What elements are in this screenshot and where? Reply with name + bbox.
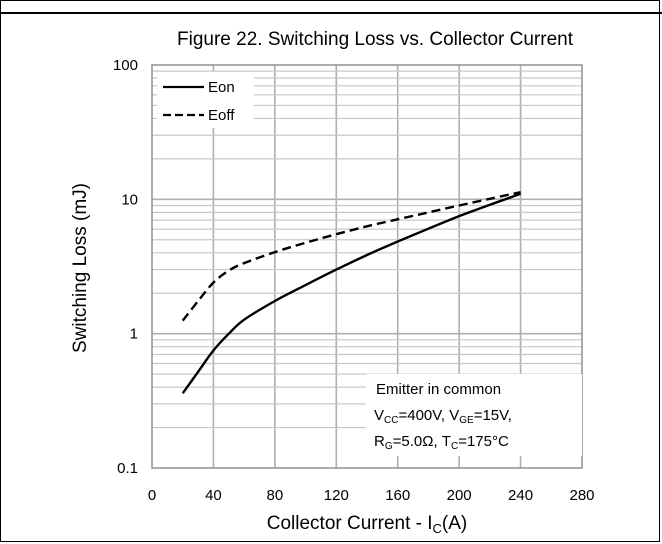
chart-title: Figure 22. Switching Loss vs. Collector … bbox=[177, 29, 574, 50]
top-border-rule bbox=[0, 12, 662, 14]
note-rg-subscript: G bbox=[385, 441, 393, 452]
series-line-eon bbox=[181, 192, 521, 395]
y-axis-label: Switching Loss (mJ) bbox=[70, 183, 91, 353]
legend-eon-label: Eon bbox=[208, 79, 235, 96]
y-tick-label: 0.1 bbox=[117, 460, 138, 477]
x-tick-label: 280 bbox=[569, 487, 594, 504]
x-tick-label: 80 bbox=[267, 487, 284, 504]
x-tick-label: 240 bbox=[508, 487, 533, 504]
x-tick-label: 120 bbox=[324, 487, 349, 504]
legend-box bbox=[157, 72, 254, 128]
plot-area-border bbox=[151, 64, 583, 469]
y-tick-label: 1 bbox=[130, 326, 138, 343]
x-axis-label-unit: (A) bbox=[442, 513, 467, 534]
legend: Eon Eoff bbox=[157, 72, 254, 128]
note-tc-subscript: C bbox=[451, 441, 458, 452]
x-tick-label: 0 bbox=[148, 487, 156, 504]
x-tick-labels: 0 40 80 120 160 200 240 280 bbox=[148, 487, 595, 504]
note-box bbox=[366, 374, 582, 456]
note-vge-subscript: GE bbox=[459, 415, 474, 426]
test-conditions-note: Emitter in common VCC=400V, VGE=15V, RG=… bbox=[366, 374, 582, 456]
note-vge-value: =15V, bbox=[474, 407, 512, 424]
y-tick-label: 100 bbox=[113, 57, 138, 74]
x-axis-label-subscript: C bbox=[433, 521, 442, 536]
y-tick-label: 10 bbox=[121, 191, 138, 208]
note-rg-symbol: R bbox=[374, 433, 385, 450]
x-tick-label: 160 bbox=[385, 487, 410, 504]
note-vcc-symbol: V bbox=[374, 407, 384, 424]
x-tick-label: 200 bbox=[447, 487, 472, 504]
note-tc-value: =175°C bbox=[458, 433, 509, 450]
x-tick-label: 40 bbox=[205, 487, 222, 504]
y-tick-labels: 0.1 1 10 100 bbox=[113, 57, 138, 477]
series-line-eoff bbox=[181, 191, 521, 322]
note-vcc-value: =400V, V bbox=[398, 407, 459, 424]
note-line-1: Emitter in common bbox=[376, 381, 501, 398]
note-line-2: VCC=400V, VGE=15V, bbox=[374, 407, 512, 426]
note-line-3: RG=5.0Ω, TC=175°C bbox=[374, 433, 509, 452]
legend-eoff-label: Eoff bbox=[208, 107, 235, 124]
x-axis-label: Collector Current - IC(A) bbox=[267, 513, 468, 536]
data-curves bbox=[181, 191, 521, 395]
plot-border bbox=[151, 64, 583, 469]
x-axis-label-text: Collector Current - I bbox=[267, 513, 433, 534]
note-rg-value: =5.0Ω, T bbox=[393, 433, 451, 450]
note-vcc-subscript: CC bbox=[384, 415, 398, 426]
